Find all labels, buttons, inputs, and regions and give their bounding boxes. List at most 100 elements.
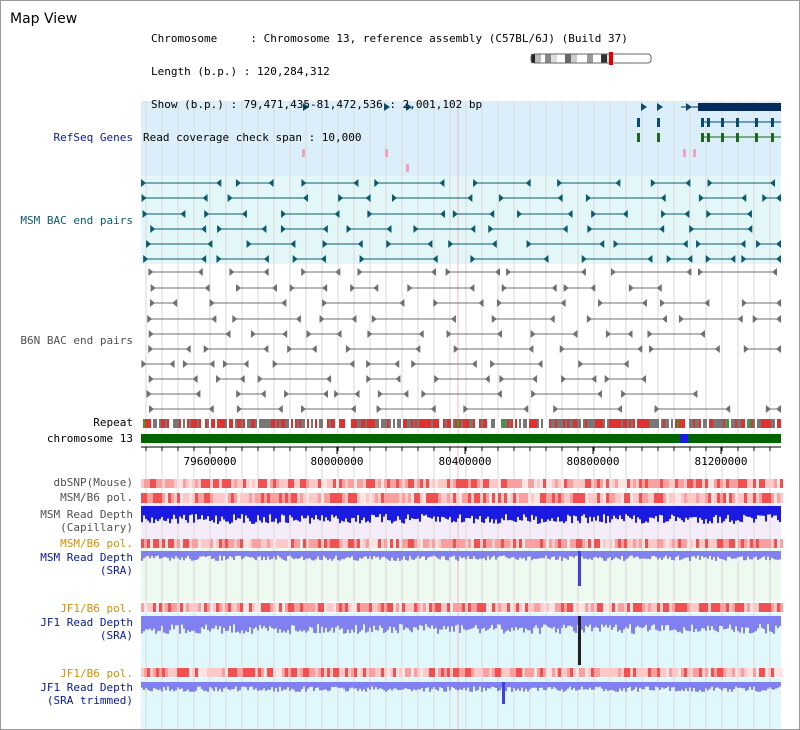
polymorphism-segment bbox=[216, 539, 219, 548]
read-depth-bar bbox=[317, 506, 319, 520]
polymorphism-segment bbox=[750, 603, 753, 612]
read-depth-bar bbox=[265, 551, 267, 561]
polymorphism-segment bbox=[321, 539, 324, 548]
repeat-segment bbox=[391, 419, 393, 428]
read-depth-bar bbox=[511, 551, 513, 558]
track-label-refseq-genes[interactable]: RefSeq Genes bbox=[53, 131, 133, 144]
read-depth-bar bbox=[691, 682, 693, 692]
read-depth-bar bbox=[315, 682, 317, 689]
read-depth-bar bbox=[599, 682, 601, 687]
bac-end-marker bbox=[195, 390, 201, 398]
polymorphism-segment bbox=[681, 493, 684, 503]
track-label-msm-depth-capillary[interactable]: MSM Read Depth bbox=[40, 508, 133, 521]
read-depth-bar bbox=[749, 506, 751, 517]
read-depth-bar bbox=[221, 551, 223, 561]
polymorphism-segment bbox=[369, 603, 372, 612]
polymorphism-segment bbox=[774, 479, 777, 488]
read-depth-bar bbox=[151, 616, 153, 631]
polymorphism-segment bbox=[702, 668, 705, 677]
polymorphism-segment bbox=[264, 479, 267, 488]
polymorphism-segment bbox=[465, 603, 468, 612]
read-depth-bar bbox=[429, 682, 431, 692]
repeat-segment bbox=[679, 419, 681, 428]
read-depth-bar bbox=[313, 551, 315, 561]
track-label-jf1-depth-sra[interactable]: JF1 Read Depth bbox=[40, 616, 133, 629]
polymorphism-segment bbox=[729, 668, 732, 677]
polymorphism-segment bbox=[708, 603, 711, 612]
polymorphism-segment bbox=[186, 603, 189, 612]
bac-end-marker bbox=[692, 390, 698, 398]
read-depth-bar bbox=[143, 506, 145, 516]
read-depth-bar bbox=[263, 551, 265, 557]
track-label-msm-bac[interactable]: MSM BAC end pairs bbox=[20, 214, 133, 227]
track-label-msm-depth-sra[interactable]: MSM Read Depth bbox=[40, 551, 133, 564]
repeat-segment bbox=[181, 419, 183, 428]
repeat-segment bbox=[513, 419, 515, 428]
read-depth-bar bbox=[583, 506, 585, 515]
read-depth-bar bbox=[413, 506, 415, 519]
read-depth-bar bbox=[429, 616, 431, 629]
bac-end-marker bbox=[287, 345, 293, 353]
repeat-segment bbox=[701, 419, 703, 428]
bac-end-marker bbox=[149, 299, 155, 307]
read-depth-bar bbox=[201, 506, 203, 516]
track-label-jf1-pol[interactable]: JF1/B6 pol. bbox=[60, 602, 133, 615]
track-label-msm-b6-pol-2[interactable]: MSM/B6 pol. bbox=[60, 537, 133, 550]
read-depth-bar bbox=[313, 506, 315, 520]
bac-end-marker bbox=[743, 345, 749, 353]
bac-end-marker bbox=[350, 284, 356, 292]
polymorphism-segment bbox=[570, 479, 573, 488]
polymorphism-segment bbox=[771, 603, 774, 612]
read-depth-bar bbox=[673, 682, 675, 687]
bac-end-marker bbox=[725, 405, 731, 413]
read-depth-bar bbox=[765, 506, 767, 522]
repeat-segment bbox=[575, 419, 577, 428]
read-depth-bar bbox=[357, 551, 359, 561]
polymorphism-segment bbox=[627, 603, 630, 612]
polymorphism-segment bbox=[621, 493, 624, 503]
chromosome-info: Chromosome : Chromosome 13, reference as… bbox=[151, 32, 628, 45]
read-depth-bar bbox=[267, 551, 269, 557]
track-label-jf1-pol-2[interactable]: JF1/B6 pol. bbox=[60, 667, 133, 680]
polymorphism-segment bbox=[405, 668, 408, 677]
track-label-b6n-bac[interactable]: B6N BAC end pairs bbox=[20, 334, 133, 347]
polymorphism-segment bbox=[612, 493, 615, 503]
polymorphism-segment bbox=[207, 539, 210, 548]
polymorphism-segment bbox=[681, 603, 684, 612]
read-depth-bar bbox=[365, 616, 367, 633]
read-depth-bar bbox=[543, 506, 545, 523]
read-depth-bar bbox=[543, 551, 545, 559]
repeat-segment bbox=[621, 419, 623, 428]
bac-end-marker bbox=[336, 330, 342, 338]
track-label-msm-b6-pol[interactable]: MSM/B6 pol. bbox=[60, 491, 133, 504]
read-depth-bar bbox=[615, 506, 617, 519]
polymorphism-segment bbox=[456, 479, 459, 488]
read-depth-bar bbox=[473, 506, 475, 524]
read-depth-bar bbox=[765, 551, 767, 560]
track-label-repeat[interactable]: Repeat bbox=[93, 416, 133, 429]
bac-end-marker bbox=[281, 210, 287, 218]
repeat-segment bbox=[349, 419, 351, 428]
read-depth-bar bbox=[647, 506, 649, 523]
read-depth-bar bbox=[243, 616, 245, 634]
read-depth-spike bbox=[578, 616, 581, 665]
polymorphism-segment bbox=[309, 479, 312, 488]
read-depth-bar bbox=[177, 551, 179, 559]
track-label-jf1-depth-trimmed[interactable]: JF1 Read Depth bbox=[40, 681, 133, 694]
read-depth-bar bbox=[555, 682, 557, 689]
track-label-dbsnp[interactable]: dbSNP(Mouse) bbox=[53, 476, 133, 489]
polymorphism-segment bbox=[534, 539, 537, 548]
read-depth-bar bbox=[657, 682, 659, 688]
read-depth-bar bbox=[515, 506, 517, 523]
read-depth-bar bbox=[439, 551, 441, 560]
polymorphism-segment bbox=[165, 603, 168, 612]
read-depth-bar bbox=[633, 551, 635, 558]
repeat-segment bbox=[539, 419, 541, 428]
polymorphism-segment bbox=[594, 479, 597, 488]
bac-end-marker bbox=[281, 299, 287, 307]
polymorphism-segment bbox=[348, 668, 351, 677]
polymorphism-segment bbox=[270, 668, 273, 677]
read-depth-bar bbox=[581, 616, 583, 630]
polymorphism-segment bbox=[195, 479, 198, 488]
